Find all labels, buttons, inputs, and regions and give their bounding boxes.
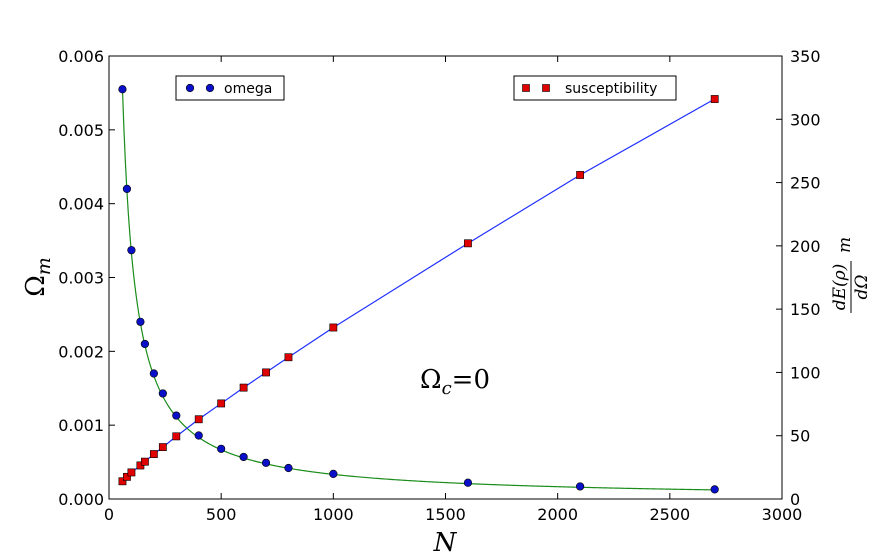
y-right-axis-ticks: 0 50 100 150 200 250 300 350 <box>776 47 821 509</box>
omega-point <box>118 85 127 94</box>
x-tick-label: 500 <box>206 505 237 524</box>
y-left-tick-label: 0.000 <box>58 490 104 509</box>
legend-susceptibility: susceptibility <box>513 75 677 101</box>
y-right-label-denominator: dΩ <box>852 275 872 300</box>
annotation-subscript: c <box>442 378 452 399</box>
annotation-value: =0 <box>452 365 490 395</box>
y-right-label-numerator: dE(ρ) <box>830 264 850 311</box>
legend-susceptibility-marker-2 <box>542 84 550 92</box>
data-markers <box>118 85 719 494</box>
susceptibility-point <box>329 323 338 332</box>
x-tick-label: 1000 <box>313 505 354 524</box>
y-right-tick-label: 300 <box>790 110 821 129</box>
legend-susceptibility-marker-1 <box>522 84 530 92</box>
susceptibility-point <box>217 399 226 408</box>
omega-point <box>329 469 338 478</box>
x-tick-label: 3000 <box>762 505 803 524</box>
legend-omega-label: omega <box>224 81 272 97</box>
omega-point <box>217 444 226 453</box>
susceptibility-point <box>172 432 181 441</box>
susceptibility-point <box>158 443 167 452</box>
omega-point <box>261 458 271 467</box>
x-axis-label: N <box>433 528 458 555</box>
legend-susceptibility-box <box>513 75 677 101</box>
omega-point <box>122 184 132 193</box>
susceptibility-point <box>464 239 472 248</box>
susceptibility-point <box>127 468 136 477</box>
x-tick-label: 0 <box>104 505 114 524</box>
x-tick-label: 2500 <box>649 505 690 524</box>
plot-area <box>109 56 782 499</box>
svg-text:Ωm: Ωm <box>21 257 55 297</box>
y-left-tick-label: 0.005 <box>58 121 104 140</box>
y-right-tick-label: 100 <box>790 363 821 382</box>
annotation-symbol: Ω <box>420 365 442 395</box>
omega-point <box>463 478 473 487</box>
y-right-label-suffix: m <box>835 237 855 253</box>
y-right-tick-label: 50 <box>790 427 810 446</box>
susceptibility-point <box>118 477 127 486</box>
omega-point <box>127 246 136 255</box>
susceptibility-point <box>123 472 131 481</box>
omega-c-annotation: Ωc=0 <box>420 365 490 399</box>
y-left-tick-label: 0.001 <box>58 416 104 435</box>
y-left-axis-label: Ωm <box>21 257 55 297</box>
susceptibility-point <box>710 95 719 103</box>
y-right-axis-label: dE(ρ) dΩ m <box>830 237 872 313</box>
omega-point <box>149 369 158 378</box>
y-left-tick-label: 0.006 <box>58 47 104 66</box>
y-left-tick-label: 0.004 <box>58 195 104 214</box>
susceptibility-point <box>239 383 248 392</box>
legend-susceptibility-label: susceptibility <box>565 81 657 97</box>
omega-point <box>140 339 149 349</box>
x-tick-label: 2000 <box>537 505 578 524</box>
susceptibility-point <box>576 171 584 179</box>
y-left-axis-ticks: 0.000 0.001 0.002 0.003 0.004 0.005 0.006 <box>58 47 115 509</box>
omega-point <box>194 431 203 440</box>
susceptibility-point <box>140 457 149 466</box>
susceptibility-point <box>194 415 203 424</box>
y-right-tick-label: 350 <box>790 47 821 66</box>
susceptibility-point <box>284 353 293 362</box>
y-right-tick-label: 0 <box>790 490 800 509</box>
y-right-tick-label: 150 <box>790 300 821 319</box>
legend-omega: omega <box>175 75 285 101</box>
legend-omega-marker-1 <box>185 83 195 93</box>
x-axis-ticks: 0 500 1000 1500 2000 2500 3000 <box>104 56 802 524</box>
susceptibility-point <box>149 450 158 458</box>
y-right-tick-label: 250 <box>790 174 821 193</box>
omega-point <box>136 317 145 326</box>
y-right-tick-label: 200 <box>790 237 821 256</box>
x-tick-label: 1500 <box>425 505 466 524</box>
omega-point <box>284 463 293 473</box>
legend-omega-marker-2 <box>205 83 215 93</box>
omega-point <box>575 482 585 491</box>
omega-point <box>239 452 248 462</box>
y-left-label-symbol: Ω <box>21 275 51 297</box>
omega-point <box>172 411 181 420</box>
y-left-tick-label: 0.003 <box>58 269 104 288</box>
susceptibility-point <box>262 368 270 377</box>
omega-point <box>710 485 719 494</box>
omega-point <box>158 389 167 398</box>
y-left-tick-label: 0.002 <box>58 342 104 361</box>
y-left-label-subscript: m <box>33 257 55 275</box>
